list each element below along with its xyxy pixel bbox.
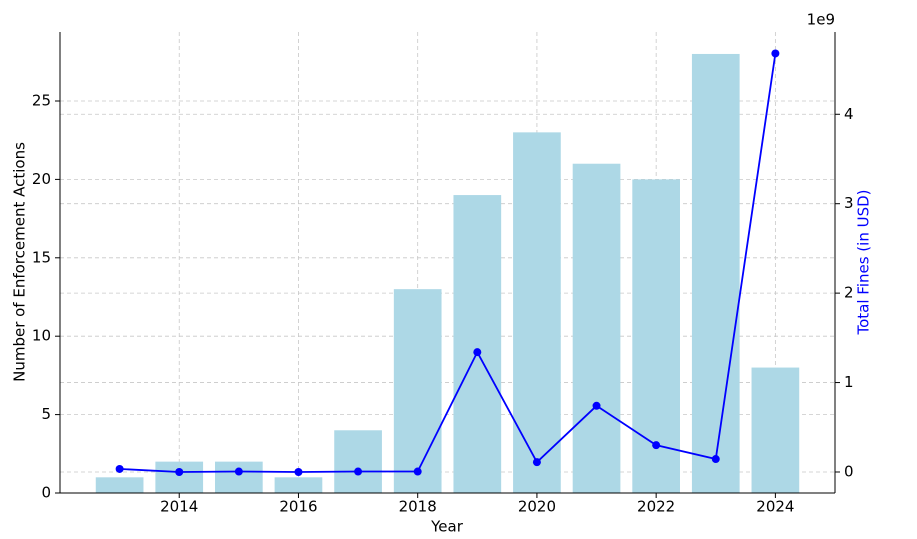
bar: [751, 367, 800, 493]
x-tick-label: 2024: [756, 498, 794, 516]
bar: [572, 163, 621, 493]
x-tick-label: 2022: [637, 498, 675, 516]
bar: [393, 289, 442, 493]
bar: [632, 179, 680, 493]
marks-layer: [95, 49, 800, 493]
point: [294, 467, 303, 476]
y2-tick-label: 4: [844, 105, 854, 123]
x-axis-label: Year: [430, 518, 464, 536]
y-tick-label: 5: [41, 405, 51, 423]
bar: [453, 195, 502, 493]
point: [532, 458, 541, 467]
bar: [274, 477, 323, 493]
y2-axis-label: Total Fines (in USD): [855, 189, 873, 335]
point: [771, 49, 780, 58]
point: [711, 455, 720, 464]
bar: [155, 461, 204, 493]
x-tick-label: 2014: [160, 498, 198, 516]
point: [592, 401, 601, 410]
line: [119, 53, 777, 473]
bar: [513, 132, 561, 493]
y2-offset-label: 1e9: [807, 11, 835, 29]
y2-tick-label: 1: [844, 373, 854, 391]
y2-tick-label: 2: [844, 284, 854, 302]
y-tick-label: 25: [32, 91, 51, 109]
bar: [215, 461, 263, 493]
y2-tick-label: 0: [844, 462, 854, 480]
point: [175, 467, 184, 476]
x-tick-label: 2018: [399, 498, 437, 516]
x-tick-label: 2016: [279, 498, 317, 516]
point: [234, 467, 243, 476]
point: [652, 441, 661, 450]
bar: [691, 53, 740, 493]
point: [473, 348, 482, 357]
point: [115, 464, 124, 473]
point: [413, 467, 422, 476]
x-tick-label: 2020: [518, 498, 556, 516]
point: [354, 467, 363, 476]
bar: [95, 477, 144, 493]
y-tick-label: 15: [32, 248, 51, 266]
y-axis-label: Number of Enforcement Actions: [11, 142, 29, 382]
bar: [334, 430, 382, 493]
y-tick-label: 20: [32, 170, 51, 188]
y-tick-label: 10: [32, 327, 51, 345]
y-tick-label: 0: [41, 484, 51, 502]
y2-tick-label: 3: [844, 194, 854, 212]
